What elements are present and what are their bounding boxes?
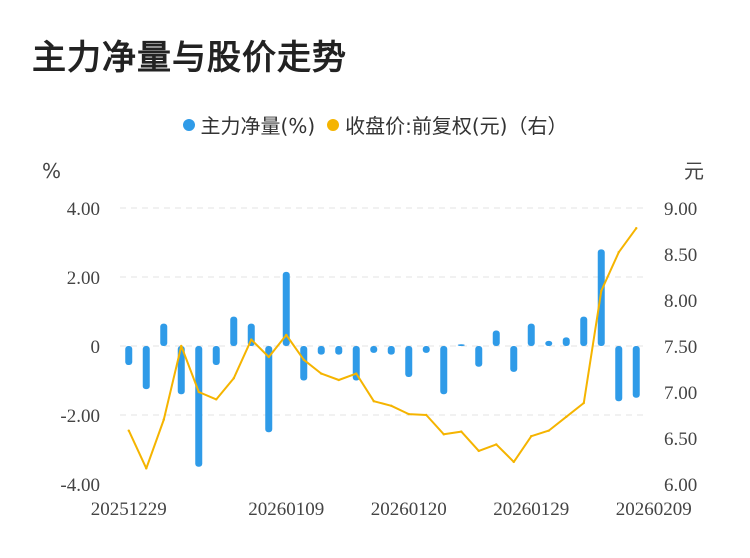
bar-net-volume[interactable] — [545, 340, 553, 346]
legend: 主力净量(%) 收盘价:前复权(元)（右） — [0, 110, 750, 139]
right-tick-label: 6.00 — [664, 475, 697, 496]
bar-net-volume[interactable] — [265, 346, 273, 433]
legend-marker-close-price — [327, 118, 340, 131]
x-tick-label: 20260209 — [616, 499, 692, 520]
legend-item-close-price[interactable]: 收盘价:前复权(元)（右） — [327, 110, 567, 139]
point-close-price — [302, 358, 305, 361]
point-close-price — [145, 467, 148, 470]
point-close-price — [617, 250, 620, 254]
bar-net-volume[interactable] — [230, 316, 238, 346]
point-close-price — [180, 344, 183, 348]
left-axis-unit: % — [42, 159, 61, 183]
right-tick-label: 6.50 — [664, 429, 697, 450]
legend-label-net-volume: 主力净量(%) — [200, 114, 316, 138]
bar-net-volume[interactable] — [527, 323, 535, 346]
bar-net-volume[interactable] — [405, 346, 413, 378]
bar-net-volume[interactable] — [370, 346, 378, 353]
point-close-price — [197, 390, 200, 394]
bar-net-volume[interactable] — [457, 344, 465, 346]
point-close-price — [320, 372, 323, 375]
bar-net-volume[interactable] — [317, 346, 325, 355]
point-close-price — [285, 333, 288, 337]
point-close-price — [565, 415, 568, 419]
bar-net-volume[interactable] — [632, 346, 640, 398]
bar-net-volume[interactable] — [422, 346, 430, 353]
left-tick-label: -2.00 — [60, 406, 100, 427]
point-close-price — [127, 429, 130, 432]
point-close-price — [547, 429, 550, 432]
bar-net-volume[interactable] — [615, 346, 623, 402]
point-close-price — [250, 338, 253, 341]
x-tick-label: 20260109 — [248, 499, 324, 520]
point-close-price — [530, 434, 533, 438]
x-tick-label: 20260120 — [371, 499, 447, 520]
bar-net-volume[interactable] — [282, 271, 290, 346]
point-close-price — [337, 378, 340, 382]
point-close-price — [232, 377, 235, 380]
right-tick-label: 9.00 — [664, 199, 697, 220]
point-close-price — [442, 433, 445, 436]
bar-net-volume[interactable] — [352, 346, 360, 381]
bar-net-volume[interactable] — [300, 346, 308, 381]
bar-net-volume[interactable] — [125, 346, 133, 365]
right-tick-label: 8.00 — [664, 291, 697, 312]
point-close-price — [162, 418, 165, 421]
right-tick-label: 8.50 — [664, 245, 697, 266]
chart-title: 主力净量与股价走势 — [32, 38, 347, 78]
point-close-price — [512, 460, 515, 464]
bar-net-volume[interactable] — [335, 346, 343, 355]
point-close-price — [372, 400, 375, 403]
point-close-price — [495, 443, 498, 446]
bar-net-volume[interactable] — [195, 346, 203, 467]
left-tick-label: 2.00 — [67, 268, 100, 289]
point-close-price — [355, 372, 358, 375]
bar-net-volume[interactable] — [597, 249, 605, 346]
point-close-price — [460, 430, 463, 433]
point-close-price — [477, 449, 480, 453]
bar-net-volume[interactable] — [562, 337, 570, 346]
left-tick-label: 4.00 — [67, 199, 100, 220]
bar-net-volume[interactable] — [160, 323, 168, 346]
point-close-price — [635, 227, 638, 230]
legend-item-net-volume[interactable]: 主力净量(%) — [182, 110, 316, 139]
point-close-price — [390, 404, 393, 407]
point-close-price — [600, 289, 603, 292]
point-close-price — [267, 355, 270, 359]
bar-net-volume[interactable] — [492, 330, 500, 346]
bar-net-volume[interactable] — [475, 346, 483, 367]
right-tick-label: 7.50 — [664, 337, 697, 358]
bar-net-volume[interactable] — [212, 346, 220, 365]
line-close-price[interactable] — [127, 227, 638, 470]
point-close-price — [425, 413, 428, 417]
bar-net-volume[interactable] — [177, 346, 185, 395]
point-close-price — [582, 401, 585, 405]
bar-net-volume[interactable] — [142, 346, 150, 390]
right-tick-label: 7.00 — [664, 383, 697, 404]
x-tick-label: 20260129 — [493, 499, 569, 520]
bar-net-volume[interactable] — [440, 346, 448, 395]
left-tick-label: -4.00 — [60, 475, 100, 496]
bar-net-volume[interactable] — [580, 316, 588, 346]
bar-net-volume[interactable] — [387, 346, 395, 355]
legend-label-close-price: 收盘价:前复权(元)（右） — [345, 114, 568, 138]
bar-net-volume[interactable] — [510, 346, 518, 372]
point-close-price — [215, 398, 218, 401]
point-close-price — [407, 412, 410, 416]
x-tick-label: 20251229 — [91, 499, 167, 520]
left-tick-label: 0 — [91, 337, 101, 358]
legend-marker-net-volume — [182, 118, 195, 131]
right-axis-unit: 元 — [684, 159, 704, 183]
